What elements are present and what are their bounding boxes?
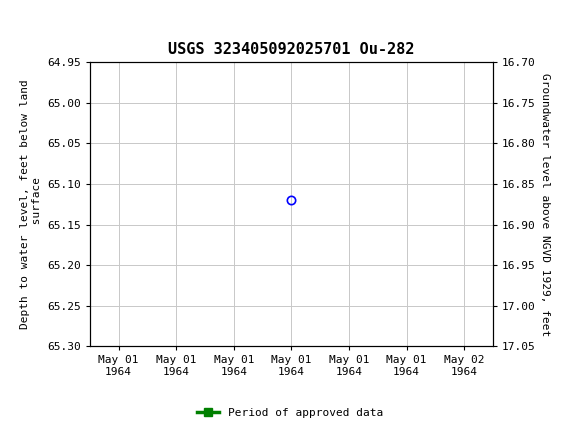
Y-axis label: Groundwater level above NGVD 1929, feet: Groundwater level above NGVD 1929, feet: [539, 73, 550, 336]
Y-axis label: Depth to water level, feet below land
 surface: Depth to water level, feet below land su…: [20, 80, 42, 329]
Title: USGS 323405092025701 Ou-282: USGS 323405092025701 Ou-282: [168, 42, 415, 57]
Legend: Period of approved data: Period of approved data: [193, 403, 387, 422]
Text: ≡: ≡: [3, 9, 24, 32]
Text: USGS: USGS: [38, 10, 102, 31]
